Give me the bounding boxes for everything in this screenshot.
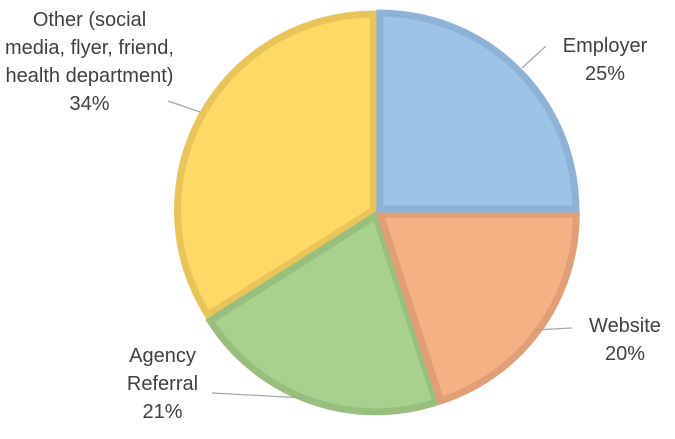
slice-label: Website 20% [550,312,675,368]
slice-label: Employer 25% [530,32,675,88]
value-label: 20% [604,343,646,365]
slice-label: Agency Referral 21% [95,342,230,426]
category-name: Other (social media, flyer, friend, heal… [5,9,174,87]
slice-label: Other (social media, flyer, friend, heal… [2,6,177,118]
category-name: Agency Referral [126,345,199,395]
category-name: Website [589,315,661,337]
pie-slice [376,9,580,213]
value-label: 34% [69,93,110,115]
category-name: Employer [562,35,648,57]
leader-line [521,45,547,69]
leader-line [532,327,573,331]
value-label: 21% [142,401,183,423]
pie-slice [174,10,377,320]
leader-line [211,392,306,399]
value-label: 25% [584,63,626,85]
leader-line [167,100,201,113]
pie-slice [205,210,441,416]
